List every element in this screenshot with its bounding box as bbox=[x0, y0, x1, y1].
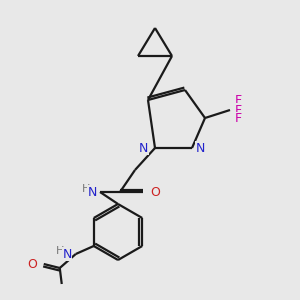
Text: N: N bbox=[62, 248, 72, 260]
Text: F: F bbox=[234, 112, 242, 125]
Text: F: F bbox=[234, 94, 242, 107]
Text: H: H bbox=[82, 184, 90, 194]
Text: N: N bbox=[196, 142, 206, 154]
Text: H: H bbox=[56, 246, 64, 256]
Text: N: N bbox=[88, 185, 97, 199]
Text: O: O bbox=[150, 185, 160, 199]
Text: F: F bbox=[234, 103, 242, 116]
Text: O: O bbox=[27, 257, 37, 271]
Text: N: N bbox=[139, 142, 148, 154]
